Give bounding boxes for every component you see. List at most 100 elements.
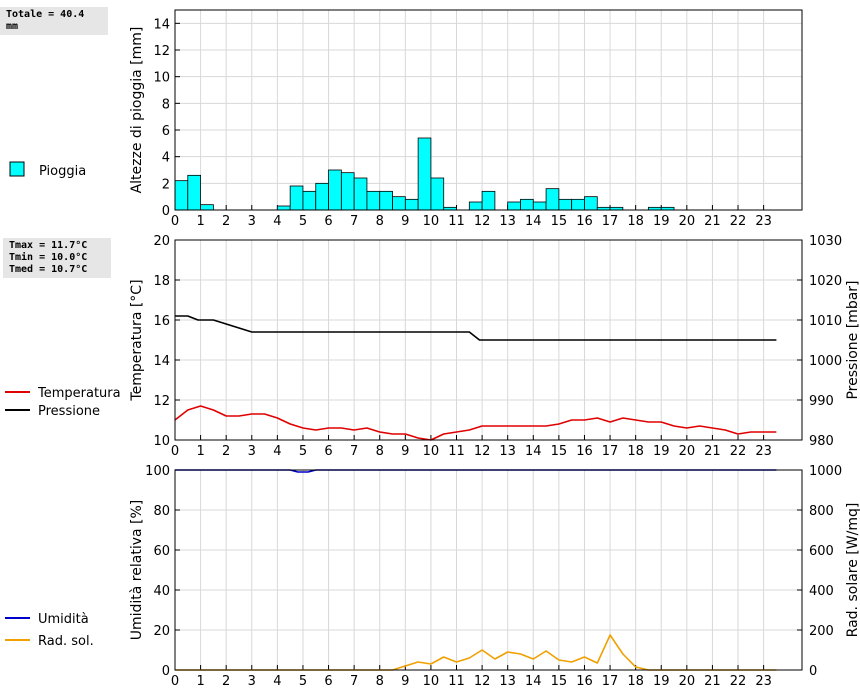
- temperature-summary-box: Tmax = 11.7°C Tmin = 10.0°C Tmed = 10.7°…: [3, 238, 111, 278]
- y-tick-label: 12: [153, 394, 170, 409]
- x-tick-label: 23: [755, 444, 772, 459]
- rain-bar: [379, 190, 393, 211]
- legend-label: Rad. sol.: [38, 634, 94, 649]
- rain-bar: [353, 177, 368, 211]
- x-tick-label: 19: [653, 444, 670, 459]
- legend-label: Pressione: [38, 404, 100, 419]
- x-tick-label: 1: [196, 214, 204, 229]
- x-tick-label: 20: [679, 674, 696, 689]
- x-tick-label: 17: [602, 674, 619, 689]
- rain-bar: [187, 174, 201, 211]
- x-tick-label: 4: [273, 674, 281, 689]
- x-tick-label: 19: [653, 214, 670, 229]
- rain-bar: [430, 177, 445, 211]
- x-tick-label: 0: [171, 444, 179, 459]
- x-tick-label: 21: [704, 674, 721, 689]
- x-tick-label: 20: [679, 444, 696, 459]
- x-tick-label: 7: [350, 444, 358, 459]
- x-tick-label: 15: [551, 214, 568, 229]
- rain-bar: [200, 204, 214, 211]
- x-tick-label: 0: [171, 214, 179, 229]
- x-tick-label: 17: [602, 214, 619, 229]
- x-tick-label: 1: [196, 444, 204, 459]
- x-tick-label: 11: [448, 674, 465, 689]
- y2-tick-label: 600: [809, 544, 834, 559]
- x-tick-label: 10: [423, 444, 440, 459]
- legend-label: Temperatura: [37, 386, 121, 401]
- x-tick-label: 7: [350, 674, 358, 689]
- rain-bar: [302, 190, 317, 211]
- rain-bar: [558, 198, 573, 211]
- series-line-2: [175, 315, 777, 341]
- y2-tick-label: 400: [809, 584, 834, 599]
- x-tick-label: 14: [525, 214, 542, 229]
- x-tick-label: 16: [576, 444, 593, 459]
- y-tick-label: 10: [153, 71, 170, 86]
- x-tick-label: 23: [755, 214, 772, 229]
- y-tick-label: 60: [153, 544, 170, 559]
- series-line-1: [174, 405, 777, 441]
- y2-tick-label: 980: [809, 434, 834, 449]
- x-tick-label: 7: [350, 214, 358, 229]
- x-tick-label: 14: [525, 444, 542, 459]
- y2-tick-label: 990: [809, 394, 834, 409]
- x-tick-label: 21: [704, 444, 721, 459]
- y2-tick-label: 200: [809, 624, 834, 639]
- rain-bar: [507, 201, 521, 211]
- y-tick-label: 20: [153, 234, 170, 249]
- x-tick-label: 9: [401, 674, 409, 689]
- x-tick-label: 1: [196, 674, 204, 689]
- y2-axis-label: Pressione [mbar]: [845, 280, 860, 399]
- x-tick-label: 8: [376, 214, 384, 229]
- legend-label: Pioggia: [39, 164, 86, 179]
- x-tick-label: 2: [222, 674, 230, 689]
- y-tick-label: 14: [153, 354, 170, 369]
- plot-frame: [174, 9, 803, 211]
- x-tick-label: 5: [299, 674, 307, 689]
- y-axis-label: Altezze di pioggia [mm]: [129, 27, 145, 194]
- y2-tick-label: 1000: [809, 464, 842, 479]
- tmed-text: Tmed = 10.7°C: [9, 264, 88, 275]
- x-tick-label: 19: [653, 674, 670, 689]
- series-line-2: [175, 634, 777, 671]
- rain-bar: [328, 169, 342, 211]
- y-tick-label: 10: [153, 434, 170, 449]
- rain-bar: [392, 196, 406, 211]
- x-tick-label: 6: [324, 674, 332, 689]
- x-tick-label: 4: [273, 214, 281, 229]
- x-tick-label: 2: [222, 214, 230, 229]
- x-tick-label: 11: [448, 214, 465, 229]
- rain-bar: [520, 198, 534, 211]
- rain-bar: [468, 201, 483, 211]
- x-tick-label: 22: [730, 674, 747, 689]
- x-tick-label: 12: [474, 674, 491, 689]
- rain-bar: [404, 198, 419, 211]
- x-tick-label: 22: [730, 444, 747, 459]
- x-tick-label: 16: [576, 674, 593, 689]
- x-tick-label: 13: [499, 674, 516, 689]
- x-tick-label: 8: [376, 444, 384, 459]
- plot-frame: [174, 469, 803, 671]
- y2-axis-label: Rad. solare [W/mq]: [845, 503, 860, 638]
- y-tick-label: 100: [145, 464, 170, 479]
- y-tick-label: 2: [162, 177, 170, 192]
- x-tick-label: 12: [474, 214, 491, 229]
- plot-frame: [174, 239, 803, 441]
- legend-swatch: [9, 161, 25, 177]
- x-tick-label: 21: [704, 214, 721, 229]
- x-tick-label: 18: [627, 214, 644, 229]
- x-tick-label: 10: [423, 674, 440, 689]
- rain-bar: [276, 205, 291, 211]
- x-tick-label: 15: [551, 444, 568, 459]
- y-tick-label: 80: [153, 504, 170, 519]
- x-tick-label: 18: [627, 674, 644, 689]
- rain-total-box: Totale = 40.4 mm: [0, 7, 108, 35]
- x-tick-label: 13: [499, 444, 516, 459]
- x-tick-label: 4: [273, 444, 281, 459]
- y2-tick-label: 1010: [809, 314, 842, 329]
- tmax-text: Tmax = 11.7°C: [9, 240, 88, 251]
- x-tick-label: 9: [401, 214, 409, 229]
- x-tick-label: 20: [679, 214, 696, 229]
- rain-bar: [545, 188, 560, 211]
